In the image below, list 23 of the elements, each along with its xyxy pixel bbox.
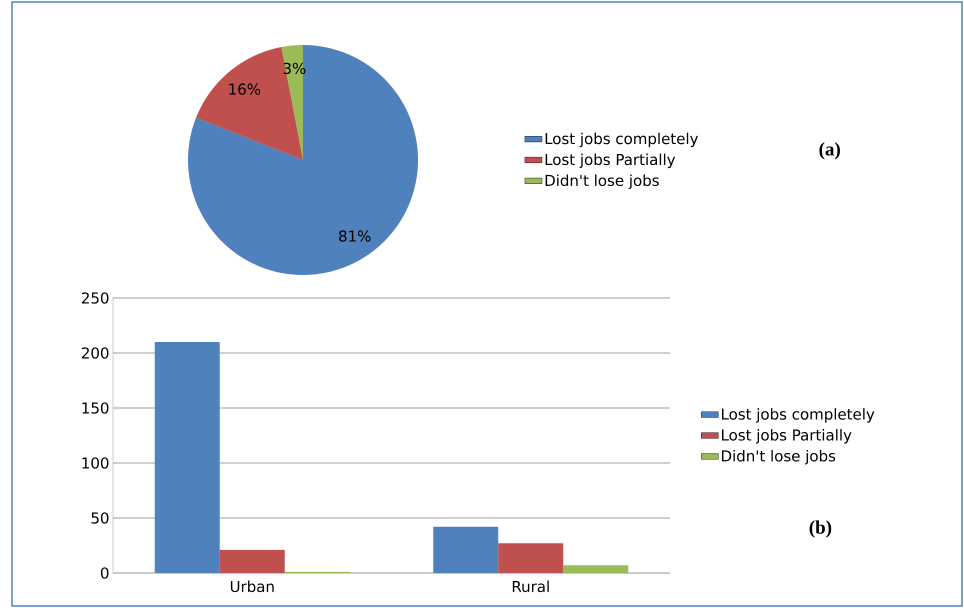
x-tick-label: Urban [230, 580, 274, 592]
y-tick-label: 250 [82, 292, 108, 304]
y-tick-label: 150 [82, 402, 108, 414]
legend-label: Lost jobs completely [722, 408, 874, 423]
data-label: 81% [339, 230, 371, 242]
data-label: 16% [229, 83, 260, 95]
y-tick-label: 50 [92, 512, 108, 524]
bar [220, 550, 285, 573]
legend-label: Didn't lose jobs [546, 174, 659, 189]
text: (a) [819, 142, 840, 160]
y-tick-label: 200 [82, 347, 108, 359]
legend-label: Lost jobs Partially [722, 429, 852, 444]
legend-label: Didn't lose jobs [722, 450, 836, 464]
x-tick-label: Rural [512, 580, 549, 592]
legend-label: Lost jobs completely [546, 132, 698, 148]
bar [154, 342, 220, 573]
bar [498, 543, 564, 573]
text: (b) [810, 520, 832, 538]
legend-label: Lost jobs Partially [546, 154, 676, 168]
y-tick-label: 100 [82, 457, 108, 469]
bar [433, 526, 498, 573]
y-tick-label: 0 [100, 567, 108, 579]
bar [563, 565, 628, 573]
